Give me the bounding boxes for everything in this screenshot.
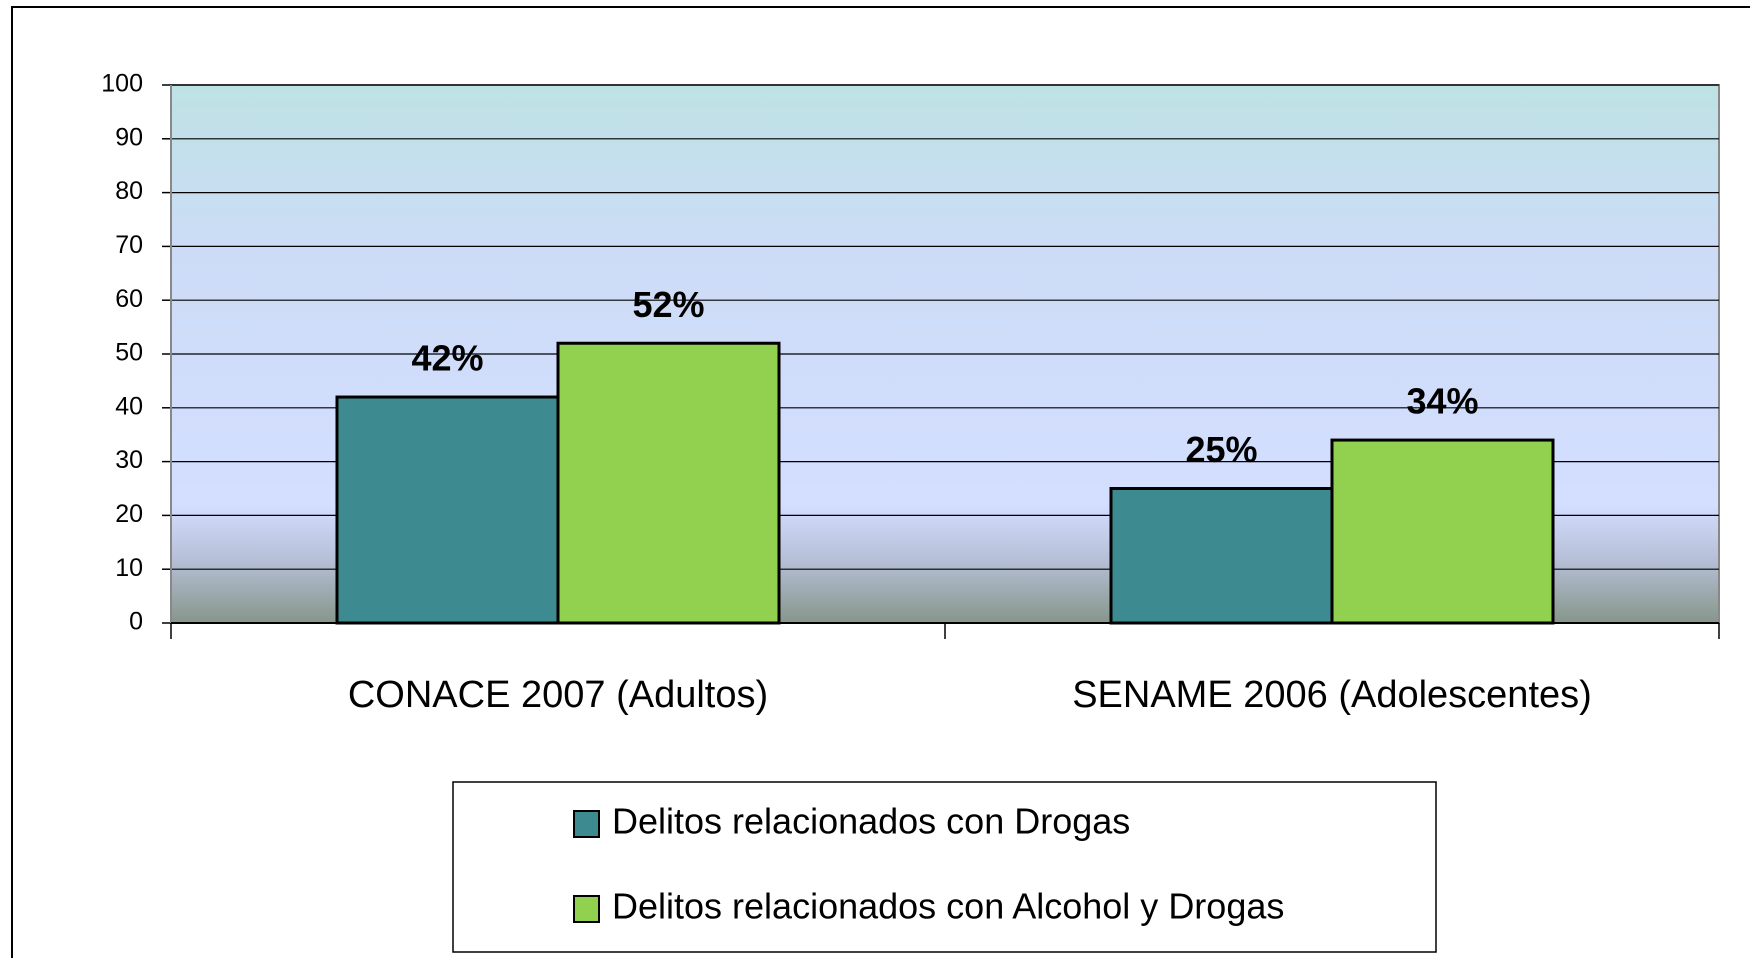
- y-tick-label: 0: [129, 608, 143, 636]
- legend-swatch: [573, 895, 600, 923]
- y-tick-label: 30: [115, 446, 143, 474]
- y-tick-label: 20: [115, 500, 143, 528]
- x-tick-label: SENAME 2006 (Adolescentes): [1072, 674, 1592, 716]
- y-tick-label: 100: [101, 70, 143, 98]
- y-tick-label: 80: [115, 177, 143, 205]
- bar: [556, 341, 781, 625]
- data-label: 25%: [1185, 429, 1257, 470]
- bar: [1109, 487, 1334, 625]
- y-tick-label: 10: [115, 554, 143, 582]
- legend-box: [452, 781, 1437, 953]
- y-tick-label: 60: [115, 285, 143, 313]
- data-label: 42%: [411, 338, 483, 379]
- y-tick-label: 40: [115, 392, 143, 420]
- data-label: 52%: [632, 284, 704, 325]
- legend-label: Delitos relacionados con Alcohol y Droga…: [612, 886, 1284, 927]
- y-tick-label: 50: [115, 339, 143, 367]
- legend-label: Delitos relacionados con Drogas: [612, 801, 1130, 842]
- y-tick-label: 70: [115, 231, 143, 259]
- legend-swatch: [573, 810, 600, 838]
- bar: [1330, 438, 1555, 625]
- data-label: 34%: [1406, 381, 1478, 422]
- frame: [11, 6, 1750, 958]
- bar: [335, 395, 560, 625]
- x-tick-label: CONACE 2007 (Adultos): [348, 674, 768, 716]
- y-tick-label: 90: [115, 123, 143, 151]
